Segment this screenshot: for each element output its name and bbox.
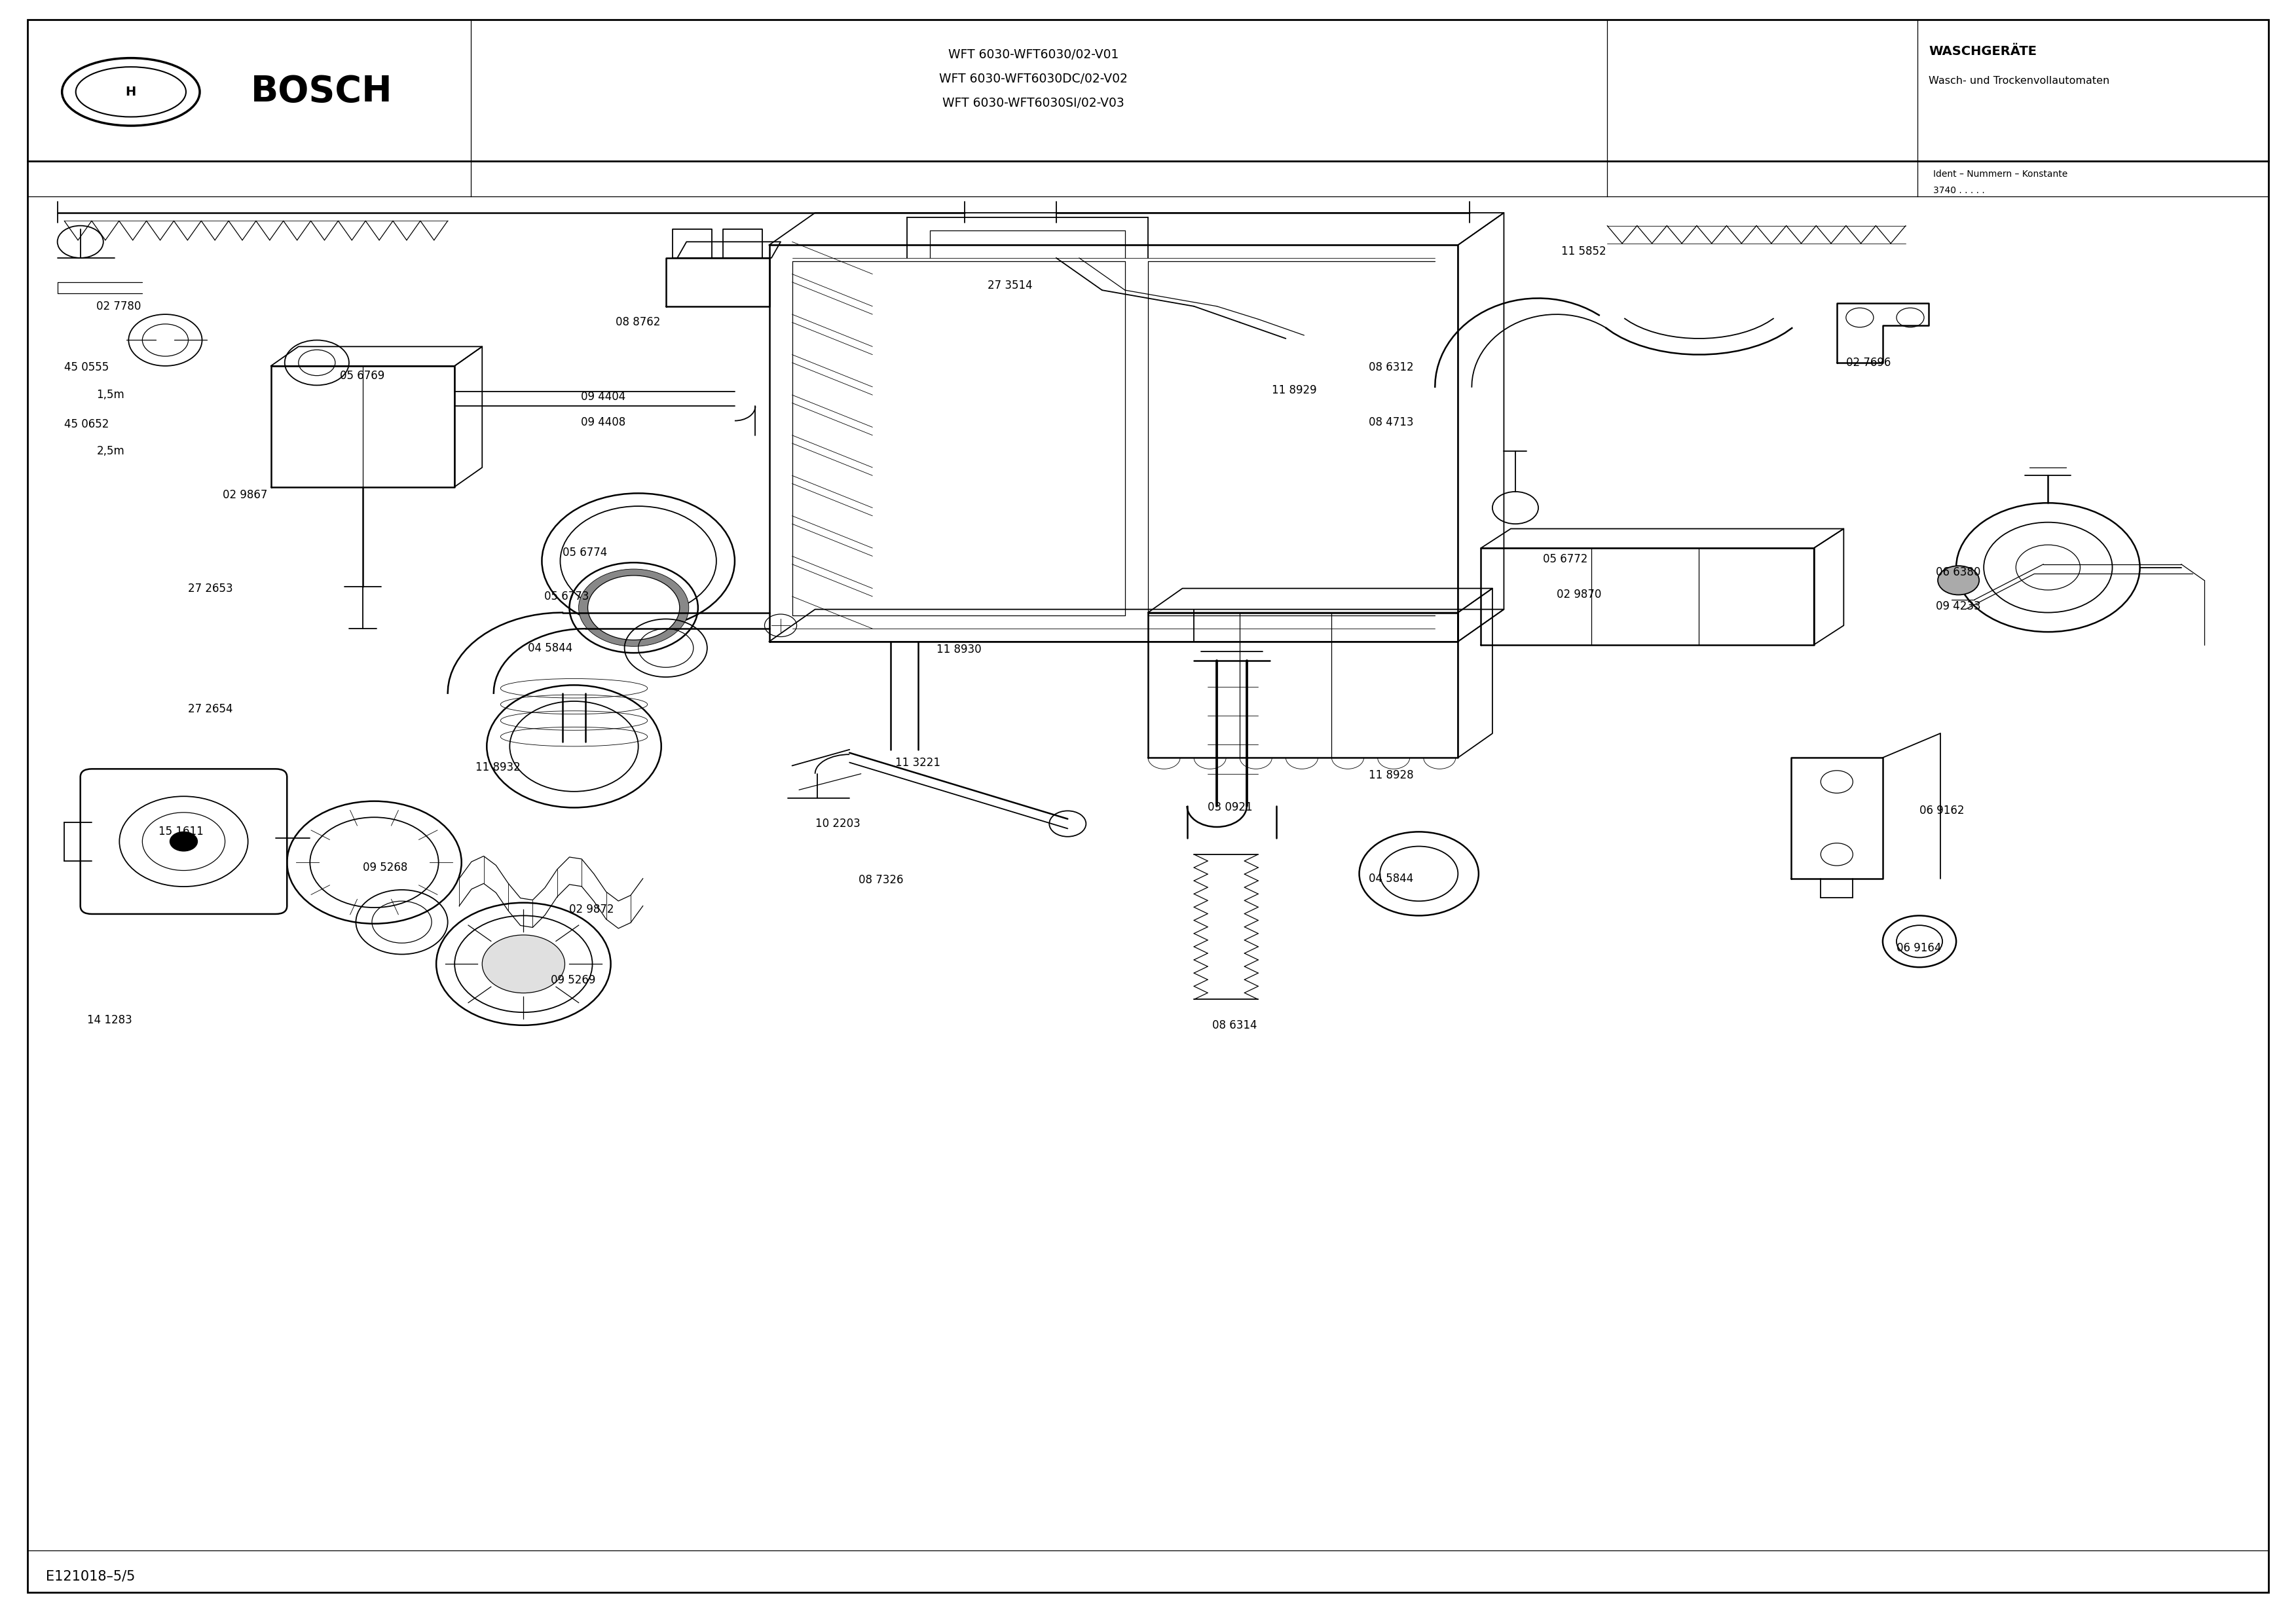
Text: 2,5m: 2,5m	[96, 445, 124, 458]
Text: 09 5269: 09 5269	[551, 974, 597, 987]
Text: 11 8929: 11 8929	[1272, 384, 1318, 397]
Circle shape	[1938, 566, 1979, 595]
Text: 09 4404: 09 4404	[581, 390, 625, 403]
Text: 1,5m: 1,5m	[96, 388, 124, 401]
Text: 09 5268: 09 5268	[363, 861, 409, 874]
Text: 05 6774: 05 6774	[563, 546, 606, 559]
Text: 06 9164: 06 9164	[1896, 941, 1942, 954]
Text: 02 7780: 02 7780	[96, 300, 142, 313]
Text: 06 9162: 06 9162	[1919, 804, 1965, 817]
Text: 05 6769: 05 6769	[340, 369, 383, 382]
Text: 05 6772: 05 6772	[1543, 553, 1589, 566]
Text: BOSCH: BOSCH	[250, 74, 393, 110]
Text: 10 2203: 10 2203	[815, 817, 861, 830]
Text: 11 8928: 11 8928	[1368, 769, 1414, 782]
Text: 05 6773: 05 6773	[544, 590, 590, 603]
Text: 14 1283: 14 1283	[87, 1014, 133, 1027]
Text: 27 2653: 27 2653	[188, 582, 234, 595]
Text: 15 1611: 15 1611	[158, 825, 204, 838]
Text: Wasch- und Trockenvollautomaten: Wasch- und Trockenvollautomaten	[1929, 76, 2110, 85]
Circle shape	[170, 832, 197, 851]
Text: WFT 6030-WFT6030SI/02-V03: WFT 6030-WFT6030SI/02-V03	[941, 97, 1125, 110]
Text: 08 4713: 08 4713	[1368, 416, 1414, 429]
Text: 09 4233: 09 4233	[1936, 600, 1981, 613]
Circle shape	[579, 569, 689, 646]
Text: 06 6380: 06 6380	[1936, 566, 1981, 579]
Text: 11 8930: 11 8930	[937, 643, 983, 656]
Text: Ident – Nummern – Konstante: Ident – Nummern – Konstante	[1933, 169, 2069, 179]
Text: E121018–5/5: E121018–5/5	[46, 1570, 135, 1583]
Text: 11 5852: 11 5852	[1561, 245, 1607, 258]
Text: WFT 6030-WFT6030/02-V01: WFT 6030-WFT6030/02-V01	[948, 48, 1118, 61]
Circle shape	[588, 575, 680, 640]
Text: H: H	[126, 85, 135, 98]
Text: 3740 . . . . .: 3740 . . . . .	[1933, 185, 1984, 195]
Text: 08 8762: 08 8762	[615, 316, 661, 329]
Text: 08 7326: 08 7326	[859, 874, 905, 887]
Text: WFT 6030-WFT6030DC/02-V02: WFT 6030-WFT6030DC/02-V02	[939, 73, 1127, 85]
Text: 04 5844: 04 5844	[528, 642, 572, 654]
Text: 45 0652: 45 0652	[64, 418, 110, 430]
Text: 02 9870: 02 9870	[1557, 588, 1603, 601]
Text: 08 6314: 08 6314	[1212, 1019, 1258, 1032]
Text: 27 2654: 27 2654	[188, 703, 234, 716]
Text: 11 8932: 11 8932	[475, 761, 521, 774]
Text: 09 4408: 09 4408	[581, 416, 625, 429]
Text: 11 3221: 11 3221	[895, 756, 941, 769]
Text: 02 9867: 02 9867	[223, 488, 269, 501]
Text: 03 0921: 03 0921	[1208, 801, 1254, 814]
Text: 02 7696: 02 7696	[1846, 356, 1892, 369]
Text: 02 9872: 02 9872	[569, 903, 615, 916]
Circle shape	[482, 935, 565, 993]
Text: 04 5844: 04 5844	[1368, 872, 1412, 885]
Text: 08 6312: 08 6312	[1368, 361, 1414, 374]
Text: WASCHGERÄTE: WASCHGERÄTE	[1929, 45, 2037, 58]
Text: 27 3514: 27 3514	[987, 279, 1033, 292]
Text: 45 0555: 45 0555	[64, 361, 108, 374]
